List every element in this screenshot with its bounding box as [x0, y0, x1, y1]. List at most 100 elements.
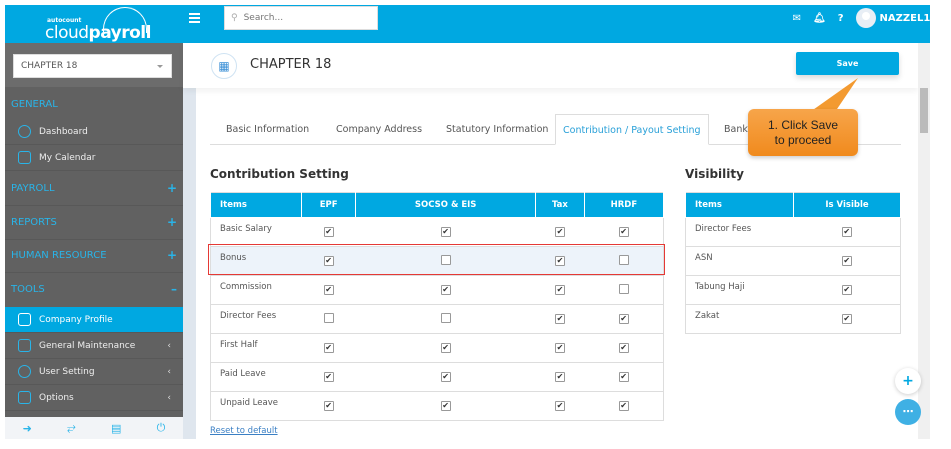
scrollbar[interactable] [918, 43, 930, 439]
checked-checkbox[interactable]: ✔ [323, 256, 334, 266]
checked-checkbox[interactable]: ✔ [440, 372, 451, 382]
contribution-table: Items EPF SOCSO & EIS Tax HRDF Basic Salary ✔… [210, 192, 665, 421]
column-header: Items [685, 192, 794, 218]
checked-checkbox[interactable]: ✔ [554, 401, 565, 411]
table-row: Director Fees ✔ [685, 217, 901, 247]
sidebar-item-label: Company Profile [39, 314, 113, 325]
checked-checkbox[interactable]: ✔ [841, 285, 852, 295]
checked-checkbox[interactable]: ✔ [440, 285, 451, 295]
caret-down-icon [157, 65, 163, 71]
chat-icon[interactable]: ⋯ [895, 399, 921, 425]
maintenance-icon [18, 339, 31, 352]
checkbox-cell [584, 246, 664, 276]
sidebar-item-calendar[interactable]: My Calendar [5, 145, 183, 171]
unchecked-checkbox[interactable] [440, 312, 451, 323]
section-label: TOOLS [11, 284, 45, 295]
sidebar-item-company-profile[interactable]: Company Profile [5, 307, 183, 333]
checked-checkbox[interactable]: ✔ [440, 227, 451, 237]
checked-checkbox[interactable]: ✔ [618, 372, 629, 382]
checked-checkbox[interactable]: ✔ [618, 401, 629, 411]
checked-checkbox[interactable]: ✔ [841, 227, 852, 237]
unchecked-checkbox[interactable] [323, 312, 334, 323]
checkbox-cell: ✔ [584, 391, 664, 421]
row-item-name: Director Fees [210, 304, 302, 334]
sidebar-item-general-maintenance[interactable]: General Maintenance ‹ [5, 333, 183, 359]
checkbox-cell: ✔ [301, 275, 356, 305]
checked-checkbox[interactable]: ✔ [440, 343, 451, 353]
checked-checkbox[interactable]: ✔ [841, 314, 852, 324]
checkbox-cell [301, 304, 356, 334]
checkbox-cell: ✔ [793, 217, 901, 247]
column-header: Items [210, 192, 302, 218]
checked-checkbox[interactable]: ✔ [618, 227, 629, 237]
callout-line-2: to proceed [774, 133, 832, 147]
section-reports[interactable]: REPORTS + [5, 207, 183, 240]
sidebar-item-label: Dashboard [39, 126, 88, 137]
plus-icon: + [166, 248, 177, 262]
building-icon [18, 313, 31, 326]
section-human-resource[interactable]: HUMAN RESOURCE + [5, 240, 183, 273]
user-menu[interactable]: NAZZEL1 ⌄ [855, 8, 941, 28]
section-payroll[interactable]: PAYROLL + [5, 173, 183, 206]
menu-toggle-icon[interactable] [189, 13, 200, 23]
reset-to-default-link[interactable]: Reset to default [210, 426, 278, 436]
checked-checkbox[interactable]: ✔ [323, 401, 334, 411]
sidebar-item-user-setting[interactable]: User Setting ‹ [5, 359, 183, 385]
checked-checkbox[interactable]: ✔ [554, 227, 565, 237]
table-row: Commission ✔ ✔ ✔ [210, 275, 664, 305]
checked-checkbox[interactable]: ✔ [440, 401, 451, 411]
unchecked-checkbox[interactable] [618, 283, 629, 294]
checked-checkbox[interactable]: ✔ [554, 256, 565, 266]
row-item-name: Unpaid Leave [210, 391, 302, 421]
table-row: Bonus ✔ ✔ [210, 246, 664, 276]
visibility-table: Items Is Visible Director Fees ✔ ASN ✔ Tabung… [685, 192, 901, 334]
checkbox-cell [355, 304, 536, 334]
checked-checkbox[interactable]: ✔ [554, 343, 565, 353]
tab-contribution-payout-setting[interactable]: Contribution / Payout Setting [555, 114, 709, 145]
logout-icon[interactable]: ➜ [22, 421, 32, 435]
checked-checkbox[interactable]: ✔ [618, 343, 629, 353]
checked-checkbox[interactable]: ✔ [554, 285, 565, 295]
scrollbar-thumb[interactable] [920, 88, 928, 133]
sidebar-item-options[interactable]: Options ‹ [5, 385, 183, 411]
language-icon[interactable]: ▤ [111, 421, 122, 435]
power-icon[interactable]: ⏻ [156, 421, 166, 434]
search-box[interactable]: ⚲ [224, 6, 378, 30]
callout-line-1: 1. Click Save [767, 118, 839, 132]
checked-checkbox[interactable]: ✔ [323, 285, 334, 295]
checked-checkbox[interactable]: ✔ [323, 227, 334, 237]
help-icon[interactable]: ? [837, 12, 844, 24]
search-input[interactable] [243, 13, 354, 23]
logo-light: cloud [45, 23, 89, 43]
mail-icon[interactable]: ✉ [792, 12, 801, 24]
checkbox-cell: ✔ [301, 217, 356, 247]
fullscreen-icon[interactable]: ⥂ [67, 421, 76, 434]
save-button[interactable]: Save [796, 52, 899, 75]
checked-checkbox[interactable]: ✔ [554, 372, 565, 382]
section-tools[interactable]: TOOLS – [5, 274, 183, 307]
checked-checkbox[interactable]: ✔ [618, 314, 629, 324]
bell-icon[interactable]: 🔔︎ [813, 12, 826, 24]
avatar [855, 8, 876, 28]
tab-company-address[interactable]: Company Address [336, 124, 423, 135]
contribution-title: Contribution Setting [210, 167, 349, 181]
company-select[interactable]: CHAPTER 18 [13, 54, 172, 78]
sidebar-item-dashboard[interactable]: Dashboard [5, 119, 183, 145]
unchecked-checkbox[interactable] [440, 254, 451, 265]
checked-checkbox[interactable]: ✔ [323, 343, 334, 353]
table-row: ASN ✔ [685, 246, 901, 276]
calendar-icon [18, 151, 31, 164]
tab-basic-information[interactable]: Basic Information [226, 124, 310, 135]
checked-checkbox[interactable]: ✔ [554, 314, 565, 324]
chevron-left-icon: ‹ [167, 340, 171, 351]
section-label: PAYROLL [11, 183, 55, 194]
unchecked-checkbox[interactable] [618, 254, 629, 265]
search-icon: ⚲ [231, 13, 238, 23]
checked-checkbox[interactable]: ✔ [323, 372, 334, 382]
tab-statutory-information[interactable]: Statutory Information [446, 124, 549, 135]
checkbox-cell: ✔ [301, 362, 356, 392]
checked-checkbox[interactable]: ✔ [841, 256, 852, 266]
add-fab-button[interactable]: + [895, 368, 921, 394]
checkbox-cell: ✔ [535, 246, 585, 276]
row-item-name: Director Fees [685, 217, 794, 247]
